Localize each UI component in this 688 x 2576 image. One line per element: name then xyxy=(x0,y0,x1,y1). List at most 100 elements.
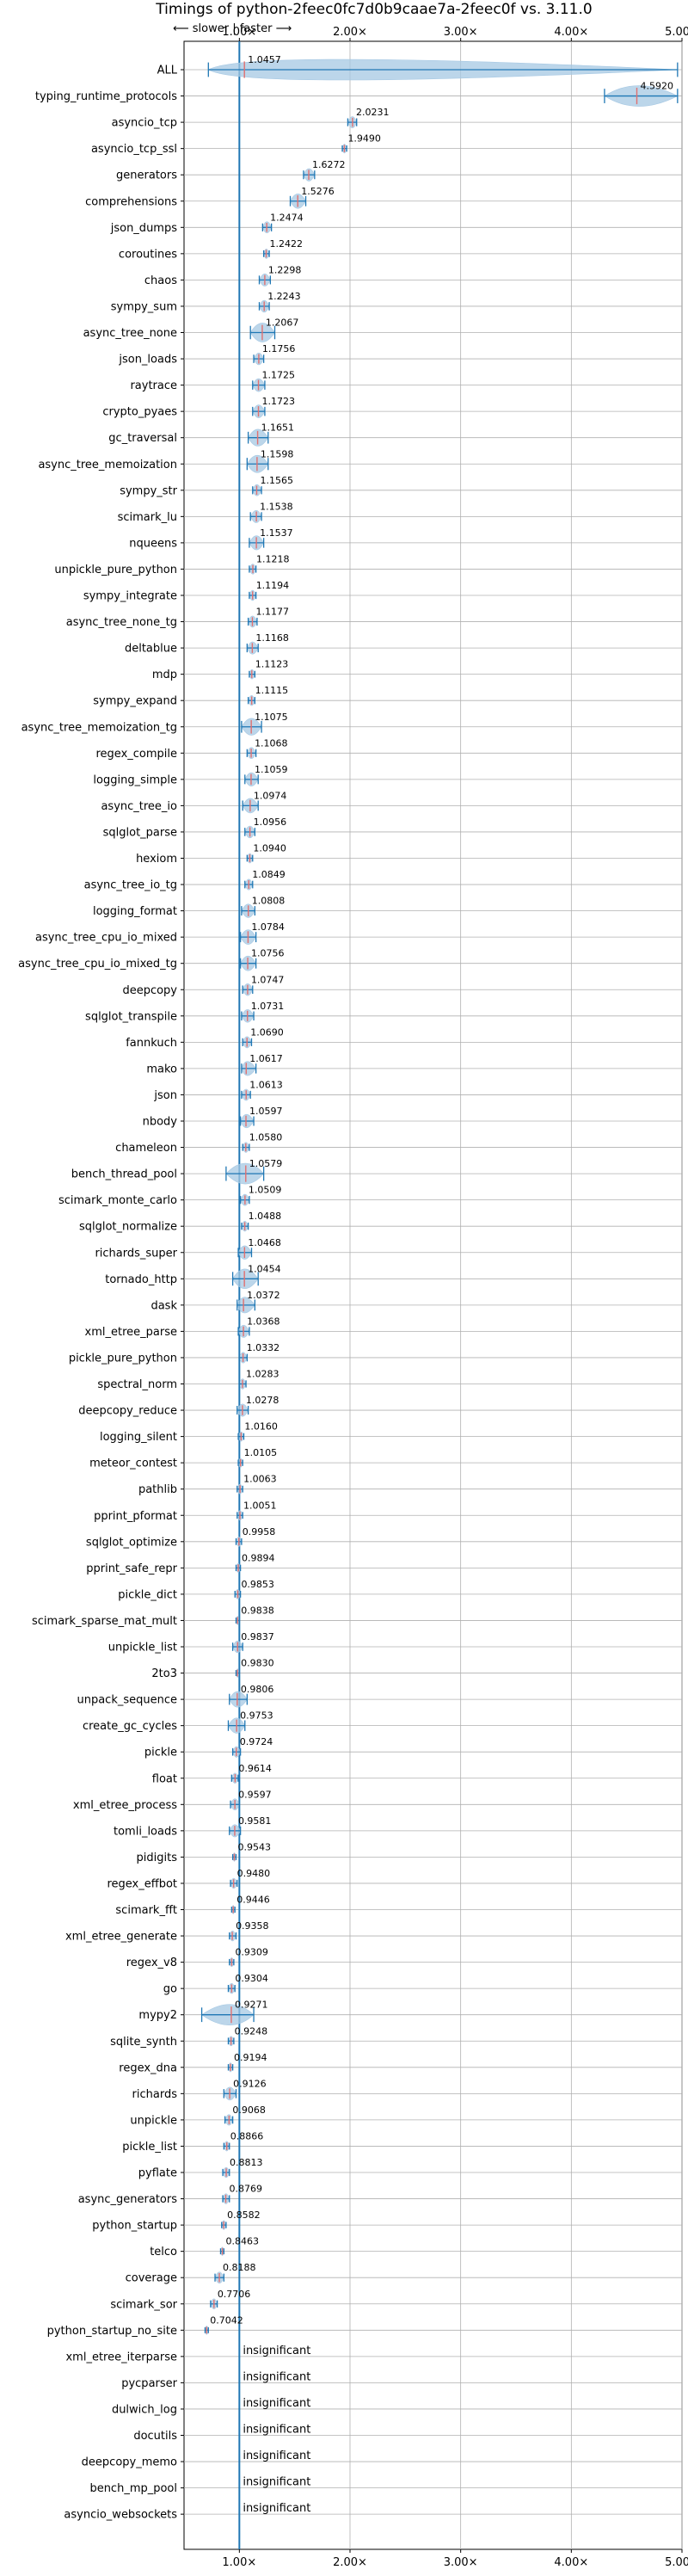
value-label: 0.9446 xyxy=(236,1895,270,1906)
insignificant-label: insignificant xyxy=(243,2424,310,2437)
benchmark-label: xml_etree_generate xyxy=(65,1931,177,1944)
benchmark-label: scimark_sparse_mat_mult xyxy=(32,1615,177,1628)
value-label: 1.0940 xyxy=(253,843,286,854)
value-label: 0.7042 xyxy=(210,2314,243,2326)
benchmark-label: hexiom xyxy=(136,853,177,866)
benchmark-label: richards_super xyxy=(95,1247,177,1260)
benchmark-label: async_tree_io xyxy=(101,800,177,813)
value-label: 0.8582 xyxy=(227,2209,261,2221)
benchmark-label: scimark_fft xyxy=(115,1904,177,1917)
chart-title: Timings of python-2feec0fc7d0b9caae7a-2f… xyxy=(155,1,592,18)
value-label: 1.1194 xyxy=(256,580,290,591)
value-label: 1.1059 xyxy=(255,764,288,775)
value-label: 1.1068 xyxy=(255,737,288,749)
benchmark-label: python_startup xyxy=(92,2220,177,2233)
benchmark-label: scimark_monte_carlo xyxy=(58,1194,177,1207)
value-label: 1.1123 xyxy=(255,659,289,670)
value-label: 1.0160 xyxy=(244,1421,278,1433)
value-label: 1.2422 xyxy=(269,238,303,250)
value-label: 0.9543 xyxy=(237,1841,271,1852)
value-label: 1.1177 xyxy=(255,607,289,618)
value-label: 1.0283 xyxy=(246,1369,280,1380)
benchmark-label: sqlglot_parse xyxy=(103,826,177,839)
benchmark-label: logging_silent xyxy=(100,1431,177,1444)
benchmark-label: meteor_contest xyxy=(89,1457,177,1470)
benchmark-label: scimark_sor xyxy=(110,2298,177,2311)
value-label: 1.0457 xyxy=(248,54,281,65)
benchmark-label: sqlglot_transpile xyxy=(85,1010,177,1023)
value-label: 0.9068 xyxy=(232,2105,266,2116)
x-tick-label-top: 3.00× xyxy=(444,26,478,39)
value-label: 0.8769 xyxy=(229,2184,262,2195)
value-label: 1.1725 xyxy=(262,370,296,381)
value-label: 0.9358 xyxy=(236,1920,269,1932)
value-label: 1.0051 xyxy=(243,1500,277,1511)
benchmark-label: python_startup_no_site xyxy=(47,2325,177,2338)
benchmark-label: bench_mp_pool xyxy=(89,2482,177,2495)
benchmark-label: tomli_loads xyxy=(114,1825,177,1838)
value-label: 0.9248 xyxy=(235,2025,268,2037)
benchmark-label: async_tree_io_tg xyxy=(84,879,177,892)
benchmark-label: async_tree_memoization_tg xyxy=(22,721,177,734)
x-tick-label-bottom: 3.00× xyxy=(444,2556,478,2569)
benchmark-label: logging_format xyxy=(93,905,177,918)
benchmark-label: asyncio_websockets xyxy=(64,2509,177,2522)
value-label: 1.2243 xyxy=(267,291,301,302)
benchmark-label: logging_simple xyxy=(93,773,177,786)
benchmark-label: xml_etree_parse xyxy=(85,1326,177,1339)
benchmark-label: xml_etree_process xyxy=(73,1799,177,1812)
value-label: 1.0613 xyxy=(249,1079,283,1090)
value-label: 0.9838 xyxy=(241,1605,274,1616)
benchmark-label: async_tree_none xyxy=(83,327,177,340)
x-tick-label-bottom: 4.00× xyxy=(554,2556,588,2569)
x-tick-label-bottom: 1.00× xyxy=(222,2556,256,2569)
benchmark-label: tornado_http xyxy=(105,1273,177,1286)
value-label: 0.9194 xyxy=(234,2052,267,2063)
benchmark-label: chameleon xyxy=(115,1142,177,1155)
x-tick-label-bottom: 2.00× xyxy=(333,2556,367,2569)
value-label: 1.0488 xyxy=(249,1211,282,1222)
benchmark-label: mdp xyxy=(152,669,177,681)
benchmark-label: regex_dna xyxy=(119,2061,177,2074)
benchmark-label: json_loads xyxy=(118,354,177,367)
benchmark-label: pprint_safe_repr xyxy=(86,1562,177,1575)
benchmark-label: pprint_pformat xyxy=(94,1510,177,1523)
value-label: 0.9806 xyxy=(241,1684,274,1695)
benchmark-label: mako xyxy=(146,1063,177,1075)
benchmark-label: pycparser xyxy=(121,2377,177,2390)
value-label: 1.1565 xyxy=(260,475,293,486)
value-label: 0.9597 xyxy=(238,1789,272,1800)
benchmark-label: asyncio_tcp_ssl xyxy=(91,143,177,156)
insignificant-label: insignificant xyxy=(243,2502,310,2515)
benchmark-label: dulwich_log xyxy=(112,2403,177,2416)
value-label: 1.0580 xyxy=(249,1132,283,1143)
benchmark-label: coverage xyxy=(126,2272,177,2285)
benchmark-label: deepcopy_reduce xyxy=(78,1405,177,1418)
benchmark-label: unpickle_pure_python xyxy=(54,564,177,576)
value-label: 1.2298 xyxy=(268,264,302,275)
benchmark-label: create_gc_cycles xyxy=(83,1720,177,1733)
value-label: 1.0454 xyxy=(248,1263,281,1274)
x-tick-label-top: 1.00× xyxy=(222,26,256,39)
value-label: 1.1218 xyxy=(256,553,290,564)
benchmark-label: regex_compile xyxy=(95,748,177,761)
benchmark-label: xml_etree_iterparse xyxy=(65,2351,177,2363)
benchmark-label: float xyxy=(152,1772,177,1785)
value-label: 0.9304 xyxy=(235,1973,268,1984)
value-label: 1.5276 xyxy=(301,186,335,197)
plot-area: 1.00× 1.00× 2.00× 2.00× 3.00× 3.00× 4.00× 4.00×… xyxy=(18,26,688,2569)
value-label: 1.1168 xyxy=(255,632,289,644)
value-label: 0.9724 xyxy=(240,1736,273,1747)
benchmark-label: gc_traversal xyxy=(108,432,177,445)
benchmark-label: sqlglot_normalize xyxy=(79,1221,177,1234)
value-label: 1.0372 xyxy=(247,1290,280,1301)
benchmark-label: deepcopy xyxy=(122,984,177,997)
value-label: 1.0784 xyxy=(251,921,285,933)
benchmark-label: pickle_pure_python xyxy=(69,1352,177,1365)
value-label: 1.0368 xyxy=(247,1316,280,1327)
value-label: 0.8188 xyxy=(223,2262,256,2273)
benchmark-label: sympy_expand xyxy=(93,695,177,708)
benchmark-label: nqueens xyxy=(129,537,177,550)
value-label: 1.0509 xyxy=(249,1185,282,1196)
